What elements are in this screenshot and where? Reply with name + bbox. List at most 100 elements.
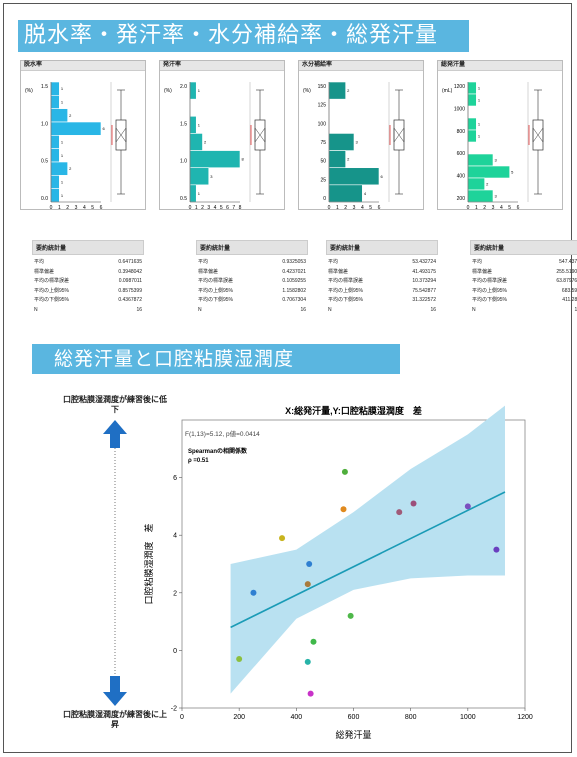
y-tick-label: 1.0 xyxy=(41,121,48,127)
x-tick-label: 6 xyxy=(378,205,381,210)
stats-value: 16 xyxy=(300,306,306,313)
side-label-bottom: 口腔粘膜湿潤度が練習後に上昇 xyxy=(63,710,167,729)
x-tick-label: 2 xyxy=(201,205,204,210)
x-tick-label: 1200 xyxy=(517,714,533,721)
panel-total-sweat: 総発汗量 (mL) 1200 1000 800 600 400 200 1 1 1 1 3 5 2 3 0 1 2… xyxy=(437,60,563,210)
stats-value: 16 xyxy=(574,306,577,313)
stats-label: 平均 xyxy=(472,259,483,265)
y-tick-label: 25 xyxy=(320,177,326,183)
histogram-bar xyxy=(328,150,346,169)
x-tick-label: 800 xyxy=(405,714,417,721)
boxplot-diamond xyxy=(393,127,405,143)
up-arrow-icon xyxy=(103,420,127,448)
unit-label: (%) xyxy=(164,88,172,94)
histogram-0: (%)1.51.00.50.01126112110123456度数 xyxy=(25,81,127,210)
figure-frame xyxy=(3,3,572,753)
bar-count-label: 1 xyxy=(61,86,64,91)
stats-label: 平均の上側95% xyxy=(472,287,508,294)
stats-row: N 16 xyxy=(32,306,144,316)
data-point xyxy=(307,690,314,697)
x-tick-label: 6 xyxy=(100,205,103,210)
histogram-bar xyxy=(328,184,363,203)
bottom-banner: 総発汗量と口腔粘膜湿潤度 xyxy=(32,344,400,374)
correlation-value: ρ =0.51 xyxy=(188,458,209,464)
stats-label: N xyxy=(472,306,476,313)
down-arrow-icon xyxy=(103,676,127,706)
side-label-top: 口腔粘膜湿潤度が練習後に低下 xyxy=(63,395,167,414)
x-tick-label: 7 xyxy=(232,205,235,210)
bar-count-label: 6 xyxy=(103,126,106,131)
x-tick-label: 5 xyxy=(220,205,223,210)
x-tick-label: 2 xyxy=(483,205,486,210)
y-tick-label: 150 xyxy=(318,84,327,90)
stats-value: 0.0987011 xyxy=(118,278,142,284)
x-tick-label: 5 xyxy=(508,205,511,210)
x-axis-label: 総発汗量 xyxy=(335,729,371,740)
bar-count-label: 1 xyxy=(478,122,481,127)
stats-label: 標準偏差 xyxy=(328,268,349,275)
stats-row: N 16 xyxy=(326,306,438,316)
histogram-bar xyxy=(467,177,485,191)
stats-value: 0.6471635 xyxy=(118,259,142,265)
unit-label: (%) xyxy=(303,88,311,94)
boxplot-diamond xyxy=(254,127,266,143)
x-tick-label: 0 xyxy=(328,205,331,210)
y-tick-label: 2.0 xyxy=(180,84,187,90)
histogram-bar xyxy=(328,167,380,186)
stats-value: 53.432724 xyxy=(412,259,436,265)
panel-title: 発汗率 xyxy=(160,61,284,71)
histogram-bar xyxy=(50,135,60,149)
x-tick-label: 1 xyxy=(195,205,198,210)
data-point xyxy=(341,468,348,475)
direction-arrows xyxy=(103,420,127,706)
stats-header: 要約統計量 xyxy=(470,240,577,255)
stats-label: N xyxy=(328,306,332,313)
histogram-bar xyxy=(467,189,494,203)
bar-count-label: 1 xyxy=(478,86,481,91)
y-tick-label: 100 xyxy=(318,121,327,127)
x-tick-label: 4 xyxy=(83,205,86,210)
stat-text: F(1,13)=5.12, p値=0.0414 xyxy=(185,429,260,438)
bar-count-label: 1 xyxy=(198,88,201,93)
x-tick-label: 1 xyxy=(336,205,339,210)
stats-row: 平均の上側95% 75.542877 xyxy=(326,287,438,297)
histogram-bar xyxy=(50,81,60,96)
stats-value: 0.8575399 xyxy=(118,287,142,294)
x-tick-label: 3 xyxy=(207,205,210,210)
stats-row: 平均の下側95% 31.322572 xyxy=(326,296,438,306)
x-tick-label: 3 xyxy=(492,205,495,210)
stats-row: 平均の標準誤差 63.879768 xyxy=(470,277,577,287)
regression-line xyxy=(230,491,506,629)
x-tick-label: 600 xyxy=(348,714,360,721)
y-tick-label: -2 xyxy=(171,706,177,713)
y-tick-label: 1000 xyxy=(454,106,465,112)
x-tick-label: 8 xyxy=(239,205,242,210)
histogram-bar xyxy=(189,167,210,186)
stats-label: 平均の上側95% xyxy=(328,287,364,294)
stats-row: 平均の上側95% 0.8575399 xyxy=(32,287,144,297)
data-point xyxy=(493,546,500,553)
stats-label: 平均の上側95% xyxy=(34,287,70,294)
top-banner: 脱水率・発汗率・水分補給率・総発汗量 xyxy=(18,20,469,52)
stats-row: 平均の下側95% 411.281 xyxy=(470,296,577,306)
x-tick-label: 1000 xyxy=(460,714,476,721)
bar-count-label: 5 xyxy=(511,170,514,175)
stats-value: 31.322572 xyxy=(412,297,436,303)
x-tick-label: 0 xyxy=(189,205,192,210)
histogram-bar xyxy=(50,148,60,163)
bar-count-label: 1 xyxy=(61,153,64,158)
y-tick-label: 400 xyxy=(457,174,466,180)
stats-label: 平均の下側95% xyxy=(472,297,508,303)
stats-value: 0.4237021 xyxy=(282,268,306,275)
data-point xyxy=(306,561,313,567)
panel-title: 脱水率 xyxy=(21,61,145,71)
x-tick-label: 5 xyxy=(369,205,372,210)
stats-label: 平均の標準誤差 xyxy=(198,278,234,284)
stats-label: 平均の下側95% xyxy=(328,297,364,303)
histogram-bar xyxy=(50,161,68,176)
stats-label: 標準偏差 xyxy=(472,268,493,275)
x-tick-label: 5 xyxy=(91,205,94,210)
y-tick-label: 1200 xyxy=(454,84,465,90)
y-axis-label: 口腔粘膜湿潤度 差 xyxy=(143,523,154,604)
histogram-bar xyxy=(467,81,477,95)
